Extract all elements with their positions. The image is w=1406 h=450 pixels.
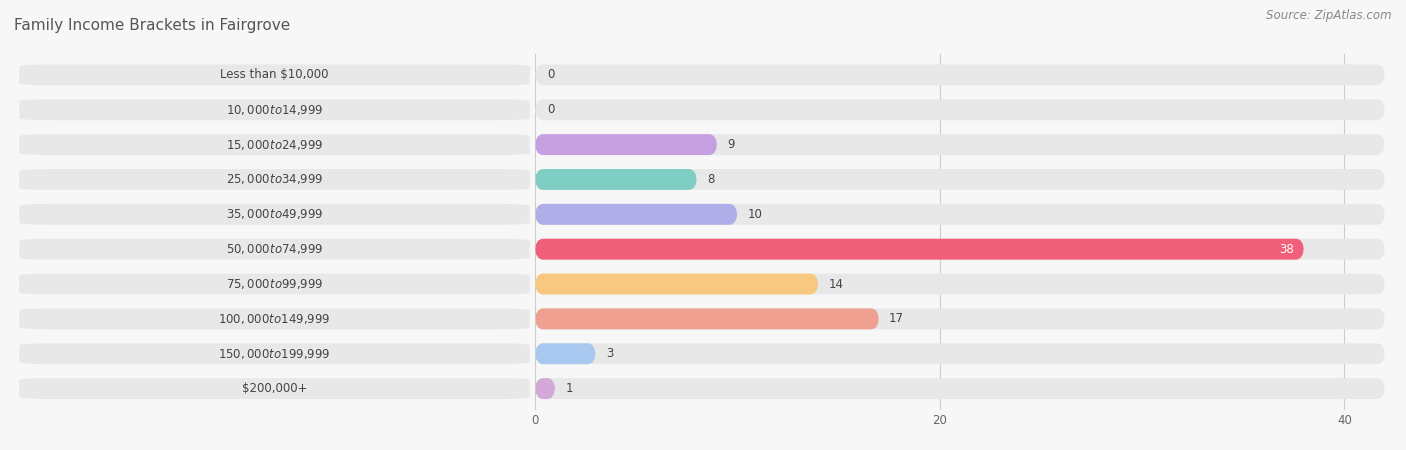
- FancyBboxPatch shape: [536, 274, 818, 294]
- FancyBboxPatch shape: [536, 378, 1385, 399]
- FancyBboxPatch shape: [20, 169, 530, 190]
- FancyBboxPatch shape: [536, 169, 697, 190]
- FancyBboxPatch shape: [536, 169, 1385, 190]
- Text: $75,000 to $99,999: $75,000 to $99,999: [226, 277, 323, 291]
- FancyBboxPatch shape: [20, 134, 530, 155]
- FancyBboxPatch shape: [20, 274, 530, 294]
- FancyBboxPatch shape: [20, 238, 530, 260]
- FancyBboxPatch shape: [536, 308, 879, 329]
- FancyBboxPatch shape: [536, 134, 1385, 155]
- FancyBboxPatch shape: [20, 308, 530, 329]
- Text: $15,000 to $24,999: $15,000 to $24,999: [226, 138, 323, 152]
- Text: $50,000 to $74,999: $50,000 to $74,999: [226, 242, 323, 256]
- FancyBboxPatch shape: [536, 238, 1303, 260]
- Text: $25,000 to $34,999: $25,000 to $34,999: [226, 172, 323, 186]
- Text: Family Income Brackets in Fairgrove: Family Income Brackets in Fairgrove: [14, 18, 290, 33]
- Text: 9: 9: [727, 138, 735, 151]
- Text: 0: 0: [547, 103, 554, 116]
- FancyBboxPatch shape: [536, 343, 596, 364]
- FancyBboxPatch shape: [20, 204, 530, 225]
- Text: $150,000 to $199,999: $150,000 to $199,999: [218, 347, 330, 361]
- Text: 38: 38: [1279, 243, 1294, 256]
- Text: 8: 8: [707, 173, 714, 186]
- FancyBboxPatch shape: [536, 99, 1385, 120]
- Text: 14: 14: [828, 278, 844, 291]
- FancyBboxPatch shape: [536, 204, 1385, 225]
- FancyBboxPatch shape: [536, 64, 1385, 86]
- Text: 3: 3: [606, 347, 613, 360]
- Text: 17: 17: [889, 312, 904, 325]
- FancyBboxPatch shape: [536, 274, 1385, 294]
- FancyBboxPatch shape: [536, 134, 717, 155]
- Text: 0: 0: [547, 68, 554, 81]
- Text: $100,000 to $149,999: $100,000 to $149,999: [218, 312, 330, 326]
- Text: $35,000 to $49,999: $35,000 to $49,999: [226, 207, 323, 221]
- FancyBboxPatch shape: [536, 204, 737, 225]
- FancyBboxPatch shape: [536, 343, 1385, 364]
- FancyBboxPatch shape: [20, 343, 530, 364]
- Text: Less than $10,000: Less than $10,000: [221, 68, 329, 81]
- FancyBboxPatch shape: [20, 99, 530, 120]
- FancyBboxPatch shape: [536, 378, 555, 399]
- Text: 1: 1: [565, 382, 572, 395]
- FancyBboxPatch shape: [20, 64, 530, 86]
- FancyBboxPatch shape: [536, 308, 1385, 329]
- FancyBboxPatch shape: [20, 378, 530, 399]
- FancyBboxPatch shape: [536, 238, 1385, 260]
- Text: 10: 10: [748, 208, 762, 221]
- Text: Source: ZipAtlas.com: Source: ZipAtlas.com: [1267, 9, 1392, 22]
- Text: $10,000 to $14,999: $10,000 to $14,999: [226, 103, 323, 117]
- Text: $200,000+: $200,000+: [242, 382, 308, 395]
